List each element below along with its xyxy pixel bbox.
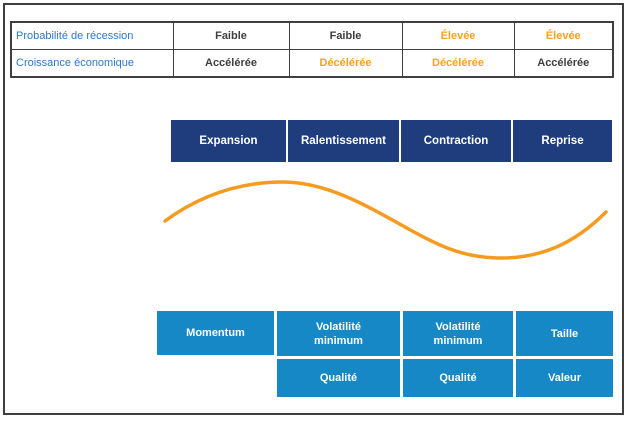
table-cell: Faible — [172, 21, 290, 50]
table-row-recession: Probabilité de récession Faible Faible É… — [10, 21, 614, 50]
row-label-recession: Probabilité de récession — [10, 21, 174, 50]
table-cell: Élevée — [513, 21, 614, 50]
factor-box-qualite-1: Qualité — [277, 359, 400, 397]
outer-frame — [3, 3, 624, 415]
factor-box-qualite-2: Qualité — [403, 359, 513, 397]
phase-contraction: Contraction — [401, 120, 511, 162]
phase-expansion: Expansion — [171, 120, 286, 162]
table-cell: Accélérée — [513, 49, 614, 78]
factor-box-volatilite-min-1: Volatilité minimum — [277, 311, 400, 356]
table-cell: Faible — [288, 21, 403, 50]
table-cell: Accélérée — [172, 49, 290, 78]
recession-growth-table: Probabilité de récession Faible Faible É… — [10, 21, 614, 78]
table-cell: Décélérée — [401, 49, 515, 78]
phase-bar: Expansion Ralentissement Contraction Rep… — [171, 120, 612, 162]
table-row-growth: Croissance économique Accélérée Décéléré… — [10, 49, 614, 78]
factor-box-momentum: Momentum — [157, 311, 274, 355]
phase-ralentissement: Ralentissement — [288, 120, 399, 162]
factor-box-valeur: Valeur — [516, 359, 613, 397]
row-label-growth: Croissance économique — [10, 49, 174, 78]
table-cell: Décélérée — [288, 49, 403, 78]
phase-reprise: Reprise — [513, 120, 612, 162]
factor-box-volatilite-min-2: Volatilité minimum — [403, 311, 513, 356]
table-cell: Élevée — [401, 21, 515, 50]
factor-box-taille: Taille — [516, 311, 613, 356]
